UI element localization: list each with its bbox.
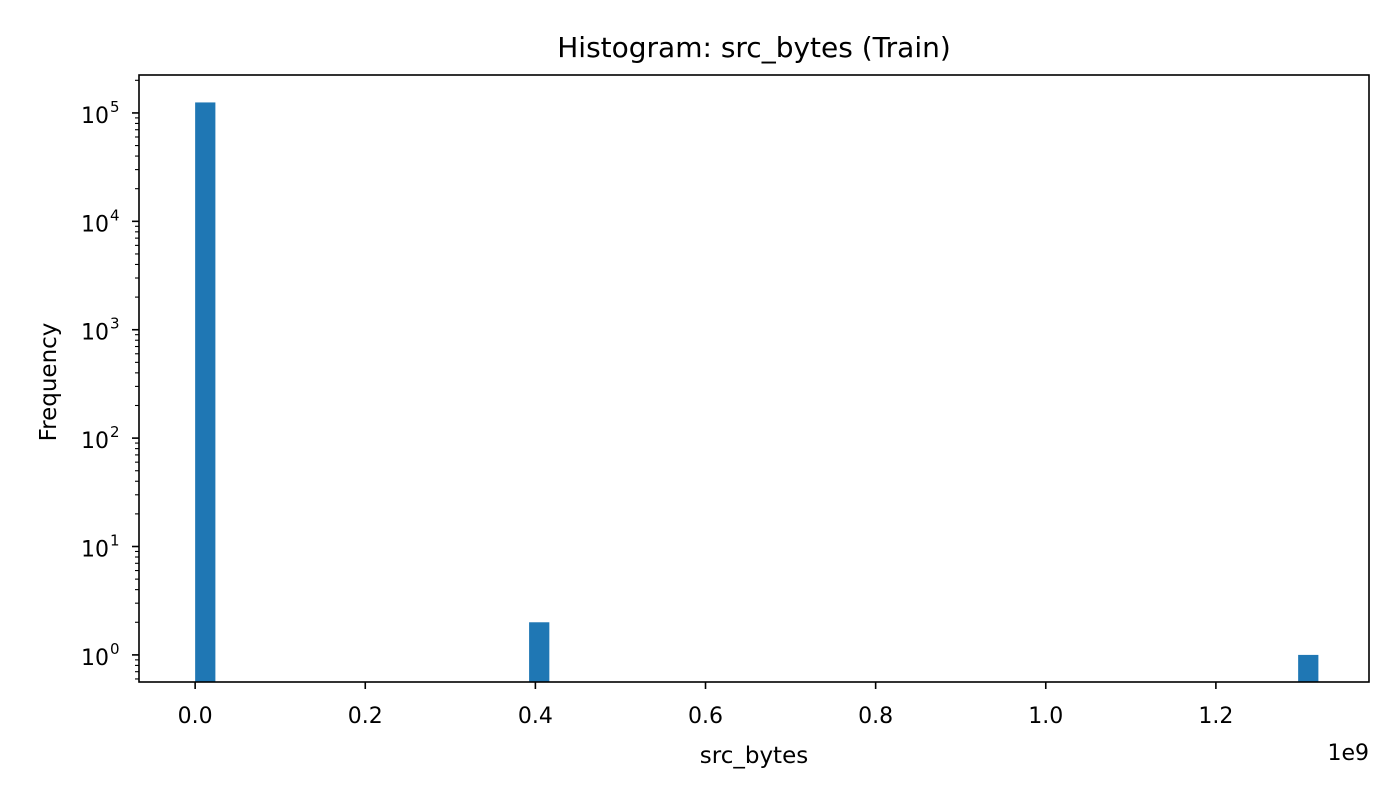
y-tick-exponent-2: 2: [110, 423, 120, 441]
y-tick-exponent-0: 0: [110, 640, 120, 658]
y-tick-exponent-5: 5: [110, 98, 120, 116]
x-axis-offset-label: 1e9: [1327, 741, 1369, 766]
y-tick-exponent-1: 1: [110, 532, 120, 550]
x-tick-label-2: 0.4: [518, 704, 553, 729]
histogram-bar-1: [529, 622, 550, 682]
y-tick-exponent-4: 4: [110, 206, 120, 224]
histogram-bar-2: [1298, 654, 1319, 682]
x-tick-label-4: 0.8: [858, 704, 893, 729]
x-tick-label-1: 0.2: [348, 704, 383, 729]
bars-layer: [195, 102, 1319, 682]
x-axis-ticks: 0.0 0.2 0.4 0.6 0.8 1.0 1.2: [178, 682, 1233, 729]
x-tick-label-0: 0.0: [178, 704, 213, 729]
y-tick-label-4: 10: [81, 212, 109, 237]
x-tick-label-5: 1.0: [1028, 704, 1063, 729]
y-tick-label-5: 10: [81, 104, 109, 129]
x-tick-label-6: 1.2: [1198, 704, 1233, 729]
y-tick-exponent-3: 3: [110, 315, 120, 333]
x-axis-label: src_bytes: [700, 743, 808, 769]
y-tick-label-2: 10: [81, 429, 109, 454]
plot-frame: [138, 74, 1370, 683]
y-tick-label-3: 10: [81, 321, 109, 346]
y-axis-label: Frequency: [36, 323, 62, 442]
y-tick-label-0: 10: [81, 646, 109, 671]
chart-title: Histogram: src_bytes (Train): [557, 31, 951, 64]
x-tick-label-3: 0.6: [688, 704, 723, 729]
y-tick-label-1: 10: [81, 538, 109, 563]
histogram-bar-0: [195, 102, 216, 682]
